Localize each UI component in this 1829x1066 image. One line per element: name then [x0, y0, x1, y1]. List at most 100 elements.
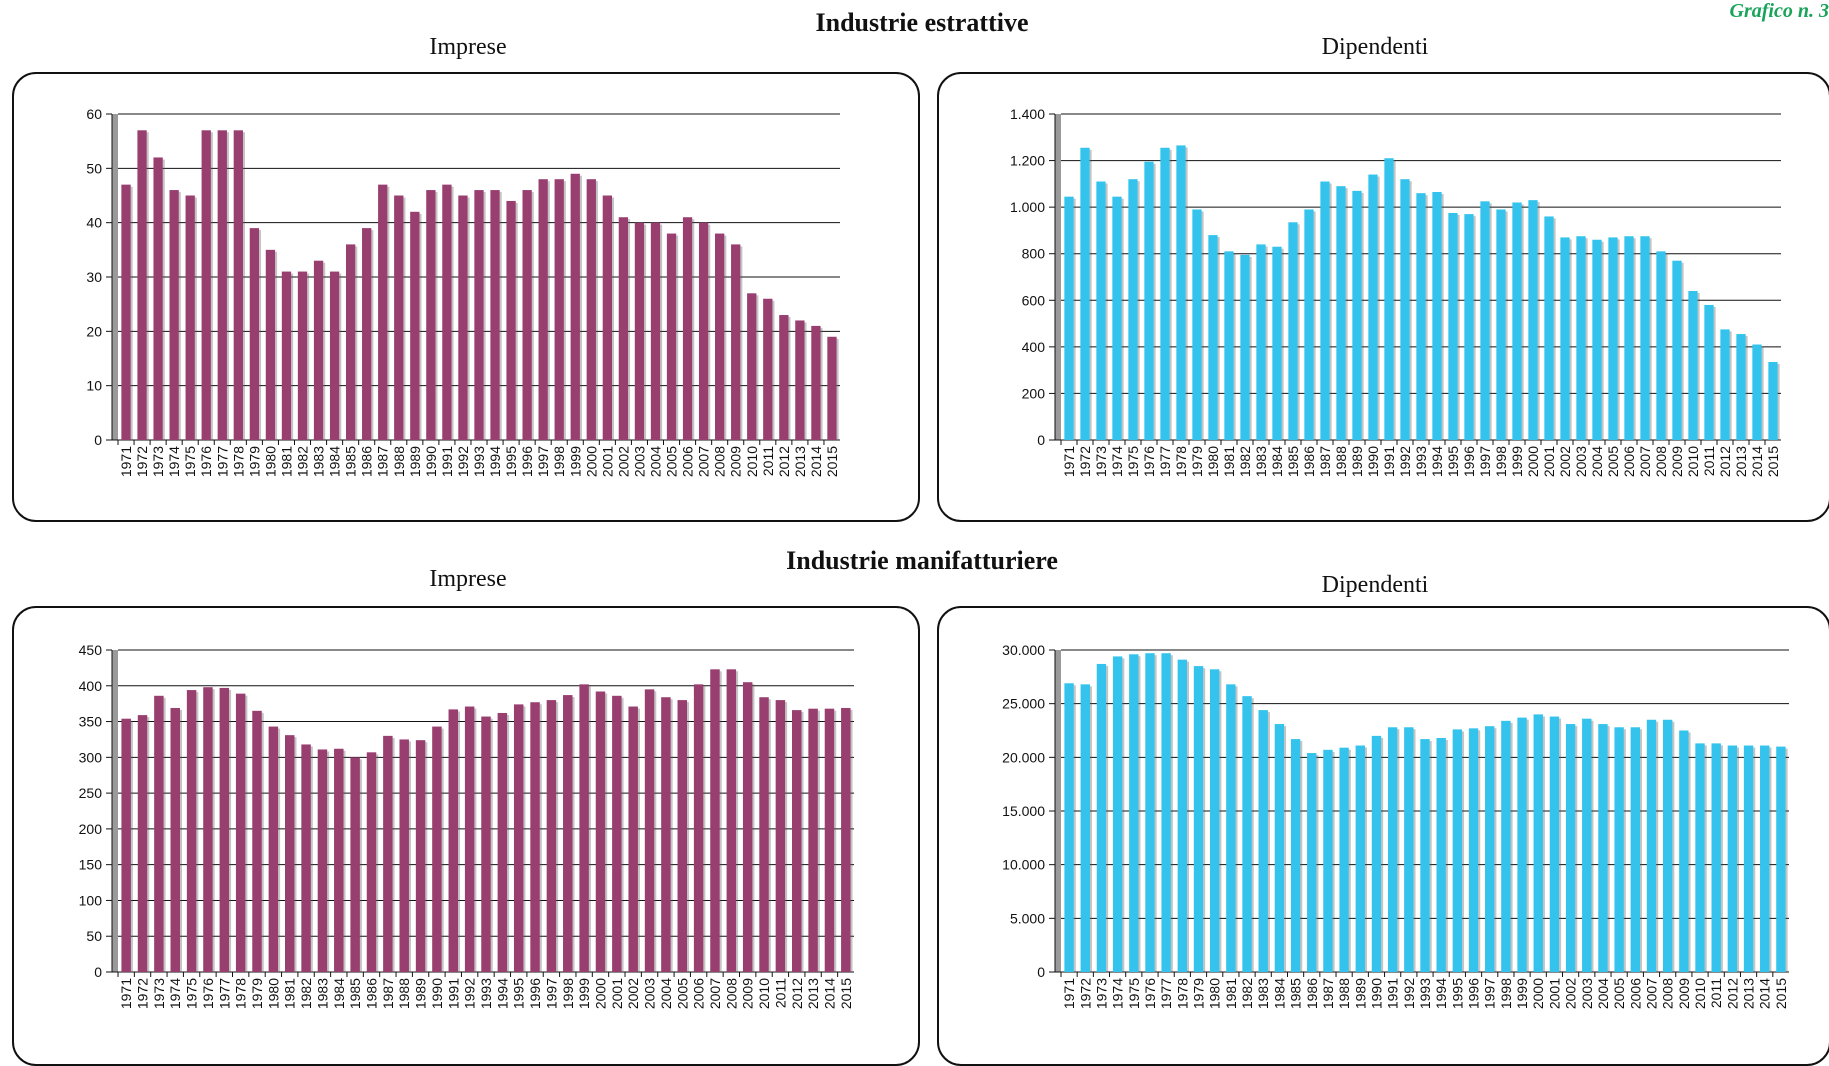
x-tick-label: 1983: [1255, 978, 1271, 1009]
y-tick-label: 1.400: [1010, 106, 1045, 122]
bar-1992: [458, 195, 468, 440]
chart-svg-estrattive-dipendenti: 0 200 400 600 800 1.000 1.200 1.400 1971 1972 1973…: [1010, 106, 1781, 477]
bar-shadow: [343, 750, 346, 972]
x-tick-label: 1996: [1461, 446, 1477, 477]
bar-shadow: [1089, 149, 1092, 440]
bar-2005: [666, 233, 677, 440]
bar-shadow: [523, 706, 526, 972]
bar-1992: [1400, 179, 1410, 440]
bar-shadow: [1105, 183, 1108, 440]
x-tick-label: 1979: [1189, 446, 1205, 477]
chart-title-estrattive-imprese: Imprese: [429, 34, 507, 60]
bar-shadow: [458, 711, 461, 972]
bar-1987: [378, 184, 388, 440]
x-tick-label: 2013: [805, 978, 821, 1009]
bar-shadow: [1457, 214, 1460, 440]
bar-shadow: [719, 671, 722, 972]
x-tick-label: 1998: [560, 978, 576, 1009]
x-tick-label: 2015: [824, 446, 840, 477]
bar-1974: [169, 190, 179, 440]
bar-shadow: [1505, 211, 1508, 440]
x-tick-label: 2000: [583, 446, 599, 477]
bar-shadow: [588, 686, 591, 972]
bar-shadow: [467, 197, 470, 440]
bar-shadow: [1585, 238, 1588, 440]
x-tick-label: 1993: [1417, 978, 1433, 1009]
bar-1981: [281, 271, 292, 440]
bar-1971: [121, 184, 131, 440]
bar-2002: [618, 217, 629, 440]
x-tick-label: 2002: [1563, 978, 1579, 1009]
x-tick-label: 1997: [543, 978, 559, 1009]
x-tick-label: 2012: [1717, 446, 1733, 477]
bar-shadow: [628, 219, 631, 440]
x-tick-label: 1997: [1482, 978, 1498, 1009]
x-tick-label: 1999: [1509, 446, 1525, 477]
bar-shadow: [408, 741, 411, 972]
section-title-manifatturiere: Industrie manifatturiere: [786, 546, 1058, 575]
x-tick-label: 1976: [1142, 978, 1158, 1009]
bar-shadow: [1607, 726, 1610, 972]
bar-shadow: [836, 338, 839, 440]
bar-shadow: [1737, 747, 1740, 972]
bar-shadow: [515, 202, 518, 440]
bar-shadow: [703, 686, 706, 972]
bar-shadow: [130, 720, 133, 972]
bar-2014: [811, 325, 821, 440]
bar-shadow: [310, 746, 313, 972]
x-tick-label: 2001: [609, 978, 625, 1009]
x-tick-label: 1987: [380, 978, 396, 1009]
bar-2007: [1646, 719, 1657, 972]
bar-shadow: [278, 728, 281, 972]
bar-shadow: [1409, 181, 1412, 440]
bar-1972: [137, 715, 148, 972]
bar-2009: [742, 682, 753, 972]
bar-1983: [1258, 710, 1268, 972]
bar-2008: [726, 669, 737, 972]
bar-shadow: [226, 132, 229, 441]
x-tick-label: 1981: [1223, 978, 1239, 1009]
bar-shadow: [392, 737, 395, 972]
x-tick-label: 1985: [1285, 446, 1301, 477]
bar-shadow: [692, 219, 695, 440]
bar-shadow: [1713, 306, 1716, 440]
bar-shadow: [1313, 211, 1316, 440]
bar-shadow: [788, 317, 791, 440]
bar-2015: [1776, 746, 1786, 972]
bar-1981: [1226, 684, 1236, 972]
x-tick-label: 2010: [756, 978, 772, 1009]
bar-2003: [634, 222, 645, 440]
x-tick-label: 2010: [744, 446, 760, 477]
x-tick-label: 1981: [1221, 446, 1237, 477]
bar-shadow: [1681, 262, 1684, 440]
y-tick-label: 1.200: [1010, 153, 1045, 169]
bar-1982: [1242, 696, 1252, 972]
bar-shadow: [785, 702, 788, 972]
bar-1978: [235, 693, 246, 972]
bar-shadow: [1640, 729, 1643, 972]
bar-2009: [731, 244, 741, 440]
x-tick-label: 1986: [1301, 446, 1317, 477]
bar-1980: [1208, 235, 1218, 440]
bar-shadow: [1559, 718, 1562, 972]
bar-shadow: [1649, 238, 1652, 440]
bar-1997: [1480, 201, 1490, 440]
bar-2011: [1711, 743, 1721, 972]
x-tick-label: 2009: [1669, 446, 1685, 477]
bar-shadow: [1073, 198, 1076, 440]
bar-shadow: [1672, 721, 1675, 972]
x-tick-label: 1999: [567, 446, 583, 477]
bar-1992: [1404, 727, 1414, 972]
bar-2000: [595, 691, 606, 972]
bar-shadow: [1329, 183, 1332, 440]
x-tick-label: 1996: [527, 978, 543, 1009]
bar-shadow: [1473, 216, 1476, 440]
bar-shadow: [1688, 732, 1691, 972]
bar-1983: [1256, 244, 1266, 440]
bar-shadow: [1526, 719, 1529, 972]
x-tick-label: 1993: [471, 446, 487, 477]
x-tick-label: 1981: [282, 978, 298, 1009]
bar-2012: [1720, 329, 1730, 440]
x-tick-label: 2001: [1541, 446, 1557, 477]
